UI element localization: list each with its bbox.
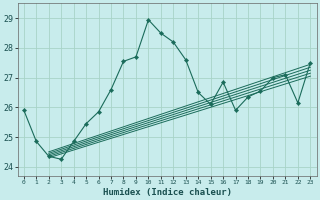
X-axis label: Humidex (Indice chaleur): Humidex (Indice chaleur) [103, 188, 232, 197]
